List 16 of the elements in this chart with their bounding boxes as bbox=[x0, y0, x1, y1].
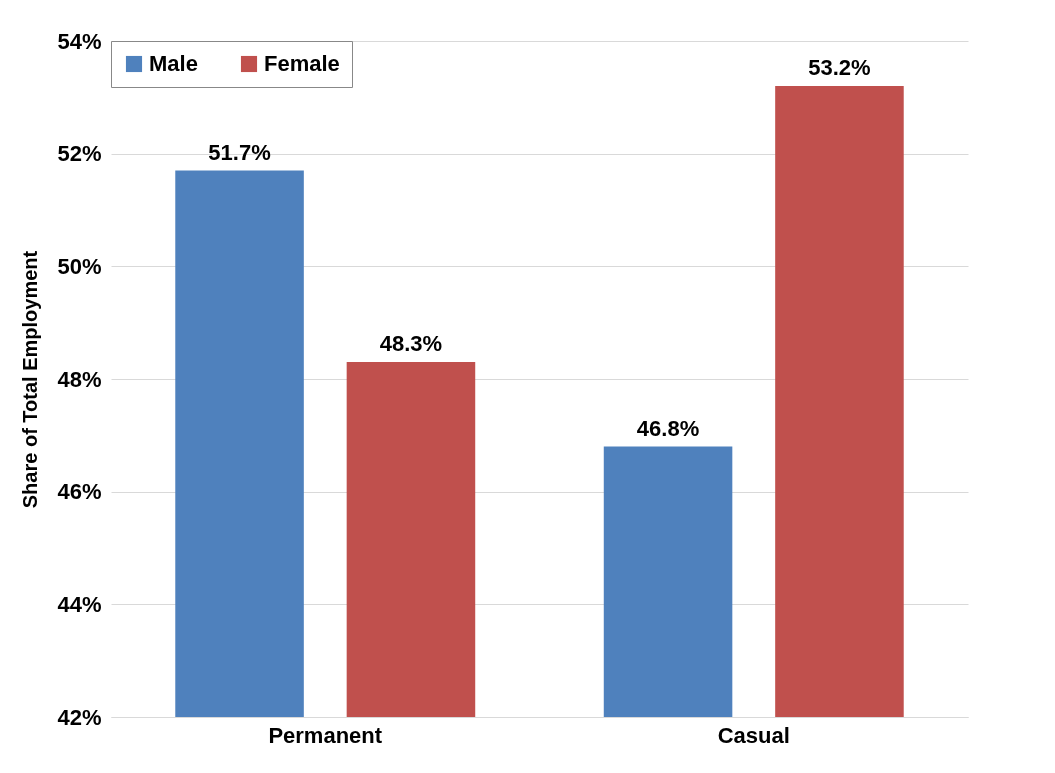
data-label: 46.8% bbox=[636, 415, 700, 441]
x-tick-label: Casual bbox=[717, 722, 790, 748]
data-label: 51.7% bbox=[208, 139, 271, 165]
y-tick-label: 50% bbox=[57, 253, 102, 279]
y-tick-label: 48% bbox=[57, 366, 102, 392]
data-label: 53.2% bbox=[808, 55, 871, 81]
y-tick-label: 46% bbox=[57, 479, 102, 505]
legend-label: Female bbox=[264, 51, 340, 76]
x-tick-label: Permanent bbox=[268, 722, 383, 748]
data-label: 48.3% bbox=[379, 331, 443, 357]
y-tick-label: 44% bbox=[57, 591, 102, 617]
y-tick-label: 54% bbox=[57, 28, 102, 54]
y-axis-title: Share of Total Employment bbox=[19, 250, 42, 509]
y-tick-label: 42% bbox=[57, 704, 102, 730]
y-tick-label: 52% bbox=[57, 141, 102, 167]
legend-label: Male bbox=[149, 51, 198, 76]
